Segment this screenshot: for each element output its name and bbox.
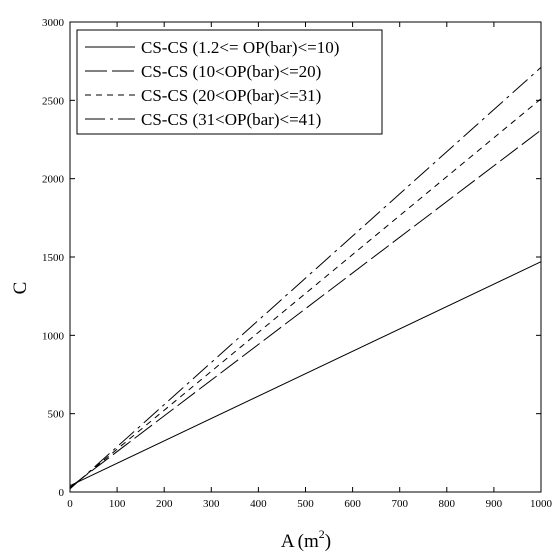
y-tick-label: 2500: [42, 95, 65, 107]
legend-label-4: CS-CS (31<OP(bar)<=41): [141, 110, 321, 129]
y-tick-label: 1500: [42, 252, 65, 264]
series-line-1: [69, 261, 542, 487]
x-tick-label: 1000: [530, 498, 553, 510]
x-tick-label: 0: [67, 498, 73, 510]
x-tick-label: 400: [250, 498, 267, 510]
x-tick-label: 500: [297, 498, 314, 510]
series-line-3: [69, 98, 542, 489]
x-axis-title-unit: (m: [298, 531, 319, 552]
x-tick-label: 800: [439, 498, 456, 510]
x-axis-title: A (m2): [281, 527, 331, 552]
y-tick-label: 2000: [42, 174, 65, 186]
ticks: 0 100 200 300 400 500 600 700 800 900 1000 0 500 1000…: [42, 17, 553, 510]
legend: CS-CS (1.2<= OP(bar)<=10) CS-CS (10<OP(ba…: [76, 29, 383, 135]
x-tick-label: 700: [391, 498, 408, 510]
legend-label-1: CS-CS (1.2<= OP(bar)<=10): [141, 38, 339, 57]
series-line-4: [69, 67, 542, 490]
y-tick-label: 500: [48, 409, 65, 421]
x-axis-title-unit-exp: 2: [319, 527, 325, 541]
y-axis-title: C: [10, 282, 31, 295]
x-axis-title-base: A: [281, 531, 295, 552]
series-layer: [69, 67, 542, 490]
series-line-2: [69, 129, 542, 488]
legend-label-3: CS-CS (20<OP(bar)<=31): [141, 86, 321, 105]
x-tick-label: 300: [203, 498, 220, 510]
y-tick-label: 0: [59, 487, 65, 499]
x-tick-label: 100: [109, 498, 126, 510]
legend-label-2: CS-CS (10<OP(bar)<=20): [141, 62, 321, 81]
x-tick-label: 200: [156, 498, 173, 510]
x-axis-title-unit-close: ): [325, 531, 331, 552]
y-tick-label: 3000: [42, 17, 65, 29]
x-tick-label: 900: [486, 498, 503, 510]
y-tick-label: 1000: [42, 330, 65, 342]
x-tick-label: 600: [344, 498, 361, 510]
